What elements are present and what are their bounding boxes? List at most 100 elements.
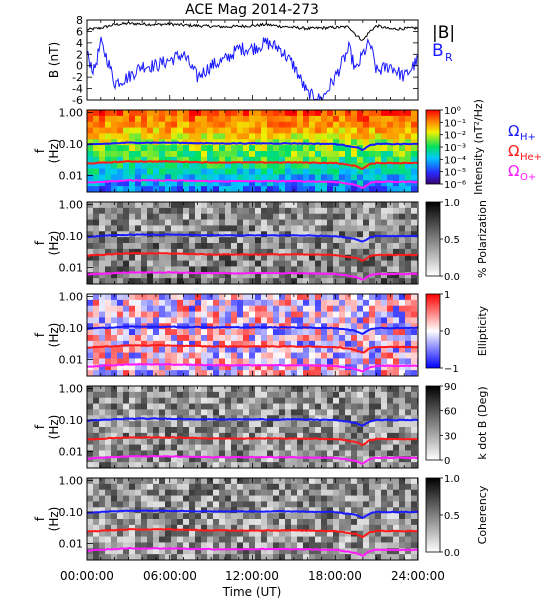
spectrogram-cell xyxy=(387,438,394,445)
spectrogram-cell xyxy=(153,294,160,301)
spectrogram-cell xyxy=(345,145,352,152)
spectrogram-cell xyxy=(411,202,418,209)
spectrogram-cell xyxy=(321,346,328,353)
spectrogram-cell xyxy=(177,432,184,440)
spectrogram-cell xyxy=(225,444,232,451)
spectrogram-cell xyxy=(177,478,184,485)
spectrogram-cell xyxy=(285,335,292,342)
spectrogram-cell xyxy=(147,115,154,123)
spectrogram-cell xyxy=(351,127,358,134)
spectrogram-cell xyxy=(135,554,142,561)
spectrogram-cell xyxy=(177,156,184,164)
spectrogram-cell xyxy=(207,391,214,399)
spectrogram-cell xyxy=(411,225,418,232)
spectrogram-cell xyxy=(369,438,376,445)
spectrogram-cell xyxy=(279,180,286,187)
spectrogram-cell xyxy=(405,358,412,365)
spectrogram-cell xyxy=(93,438,100,445)
spectrogram-cell xyxy=(369,133,376,140)
spectrogram-cell xyxy=(105,317,112,324)
spectrogram-cell xyxy=(135,421,142,428)
spectrogram-cell xyxy=(411,507,418,514)
spectrogram-cell xyxy=(405,489,412,496)
spectrogram-cell xyxy=(393,489,400,496)
spectrogram-cell xyxy=(105,110,112,117)
spectrogram-cell xyxy=(129,489,136,496)
spectrogram-cell xyxy=(201,121,208,128)
spectrogram-cell xyxy=(369,243,376,250)
spectrogram-cell xyxy=(333,370,340,377)
spectrogram-cell xyxy=(399,542,406,549)
spectrogram-cell xyxy=(213,519,220,526)
spectrogram-cell xyxy=(315,536,322,543)
spectrogram-cell xyxy=(87,329,94,336)
spectrogram-cell xyxy=(237,243,244,250)
spectrogram-cell xyxy=(249,168,256,175)
spectrogram-cell xyxy=(153,542,160,549)
spectrogram-cell xyxy=(183,403,190,410)
spectrogram-cell xyxy=(117,317,124,324)
spectrogram-cell xyxy=(285,266,292,273)
spectrogram-cell xyxy=(339,110,346,117)
spectrogram-cell xyxy=(387,456,394,463)
spectrogram-cell xyxy=(321,391,328,399)
spectrogram-cell xyxy=(99,415,106,422)
spectrogram-cell xyxy=(393,248,400,256)
spectrogram-cell xyxy=(381,299,388,307)
spectrogram-cell xyxy=(309,519,316,526)
spectrogram-cell xyxy=(99,397,106,404)
spectrogram-cell xyxy=(231,329,238,336)
spectrogram-cell xyxy=(141,397,148,404)
spectrogram-cell xyxy=(117,278,124,285)
spectrogram-cell xyxy=(411,548,418,555)
spectrogram-cell xyxy=(177,294,184,301)
spectrogram-cell xyxy=(357,110,364,117)
colorbar-tick-label: 1.0 xyxy=(444,474,460,485)
spectrogram-cell xyxy=(231,115,238,123)
spectrogram-cell xyxy=(183,248,190,256)
spectrogram-cell xyxy=(231,162,238,169)
spectrogram-cell xyxy=(129,156,136,164)
spectrogram-cell xyxy=(393,519,400,526)
colorbar xyxy=(425,293,441,369)
spectrogram-cell xyxy=(177,305,184,312)
spectrogram-cell xyxy=(87,213,94,220)
spectrogram-cell xyxy=(219,180,226,187)
spectrogram-cell xyxy=(405,364,412,371)
spectrogram-cell xyxy=(375,542,382,549)
spectrogram-cell xyxy=(147,352,154,359)
spectrogram-cell xyxy=(213,391,220,399)
spectrogram-cell xyxy=(345,168,352,175)
spectrogram-cell xyxy=(183,278,190,285)
spectrogram-cell xyxy=(129,294,136,301)
spectrogram-cell xyxy=(201,554,208,561)
spectrogram-cell xyxy=(357,489,364,496)
spectrogram-cell xyxy=(327,133,334,140)
spectrogram-cell xyxy=(195,110,202,117)
spectrogram-cell xyxy=(279,156,286,164)
spectrogram-cell xyxy=(345,391,352,399)
spectrogram-cell xyxy=(369,450,376,457)
spectrogram-cell xyxy=(171,340,178,348)
spectrogram-cell xyxy=(123,278,130,285)
spectrogram-cell xyxy=(369,432,376,440)
spectrogram-cell xyxy=(219,248,226,256)
spectrogram-cell xyxy=(369,501,376,508)
spectrogram-cell xyxy=(411,294,418,301)
spectrogram-cell xyxy=(261,213,268,220)
spectrogram-cell xyxy=(315,340,322,348)
spectrogram-cell xyxy=(345,219,352,226)
spectrogram-cell xyxy=(195,168,202,175)
spectrogram-cell xyxy=(303,524,310,532)
spectrogram-cell xyxy=(243,483,250,491)
spectrogram-cell xyxy=(213,145,220,152)
spectrogram-cell xyxy=(339,207,346,215)
spectrogram-cell xyxy=(219,133,226,140)
spectrogram-cell xyxy=(117,121,124,128)
spectrogram-cell xyxy=(237,145,244,152)
spectrogram-cell xyxy=(333,409,340,416)
spectrogram-cell xyxy=(237,225,244,232)
spectrogram-cell xyxy=(351,243,358,250)
spectrogram-cell xyxy=(201,278,208,285)
spectrogram-cell xyxy=(267,260,274,267)
